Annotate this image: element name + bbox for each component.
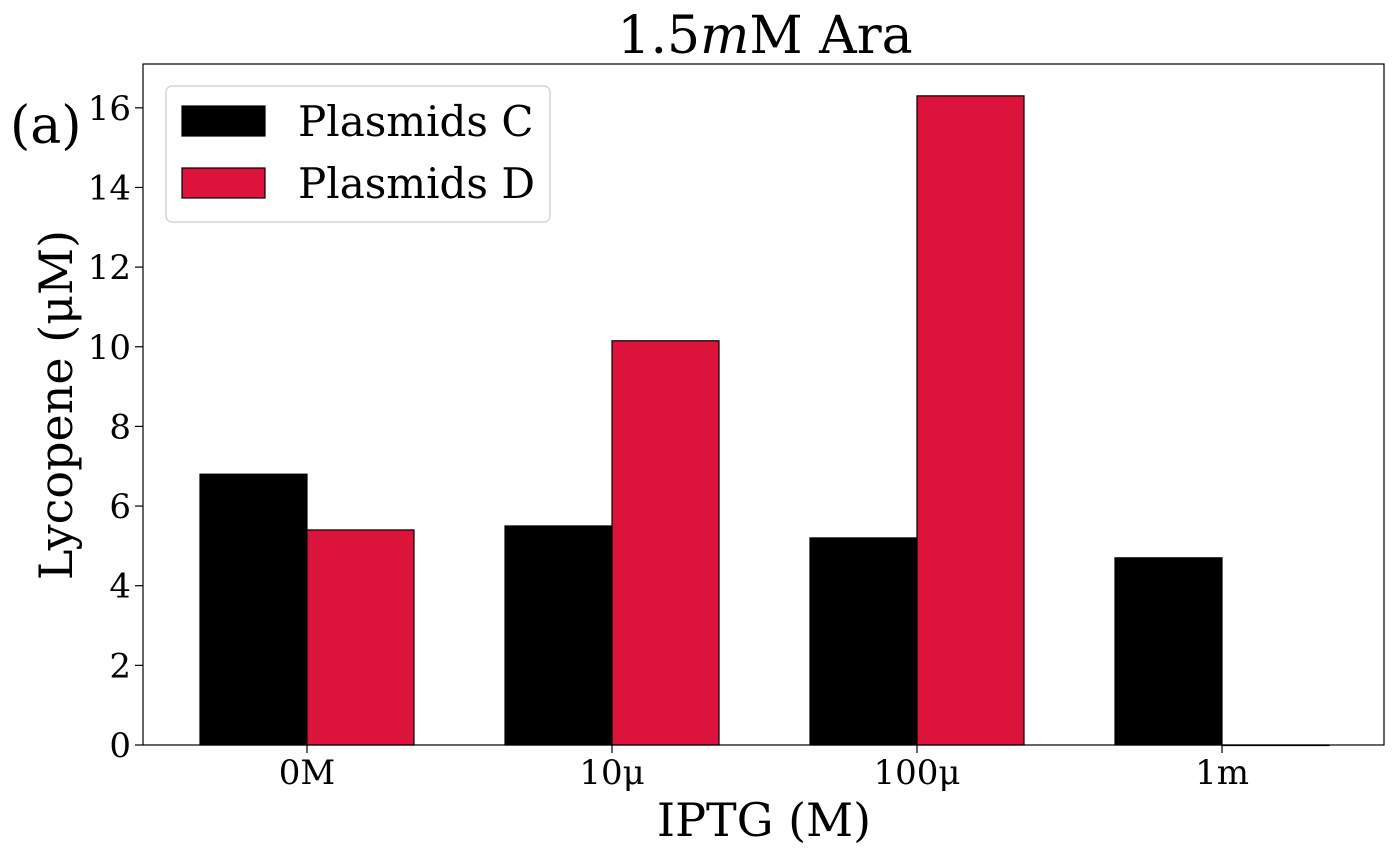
chart-title-number: 1.5 (617, 6, 700, 66)
y-tick-label: 12 (88, 248, 131, 288)
chart-title-rest: M Ara (749, 6, 912, 66)
y-tick-label: 10 (88, 328, 131, 368)
legend-label-1: Plasmids C (298, 97, 533, 146)
chart-title-italic-prefix: m (700, 6, 749, 66)
legend-label-2: Plasmids D (298, 159, 535, 208)
legend-swatch-2 (181, 167, 266, 199)
x-axis-label: IPTG (M) (657, 793, 871, 847)
x-tick-label: 100μ (874, 753, 961, 793)
panel-label: (a) (10, 96, 82, 156)
bar-series-2-2 (611, 340, 720, 746)
x-tick-label: 10μ (579, 753, 644, 793)
y-tick-label: 2 (109, 646, 131, 686)
y-axis: 0 2 4 6 8 10 12 14 16 (88, 89, 143, 766)
bar-series-1-1 (199, 473, 308, 746)
bar-series-2-3 (916, 95, 1025, 746)
y-tick-label: 14 (88, 168, 131, 208)
bars-group (199, 95, 1330, 747)
y-tick-label: 4 (109, 567, 131, 607)
y-tick-label: 8 (109, 407, 131, 447)
x-tick-label: 0M (279, 753, 335, 793)
y-tick-label: 16 (88, 89, 131, 129)
y-tick-label: 0 (109, 726, 131, 766)
y-tick-label: 6 (109, 487, 131, 527)
bar-series-1-4 (1114, 557, 1223, 746)
x-axis: 0M 10μ 100μ 1m (279, 745, 1249, 793)
y-axis-label: Lycopene (μM) (29, 230, 83, 580)
legend-swatch-1 (181, 105, 266, 137)
x-tick-label: 1m (1195, 753, 1249, 793)
bar-series-1-2 (504, 525, 613, 746)
bar-series-2-1 (306, 529, 415, 746)
bar-series-1-3 (809, 537, 918, 746)
legend: Plasmids C Plasmids D (165, 85, 551, 223)
chart-title: 1.5mM Ara (617, 6, 912, 66)
plot-frame (142, 63, 1385, 746)
